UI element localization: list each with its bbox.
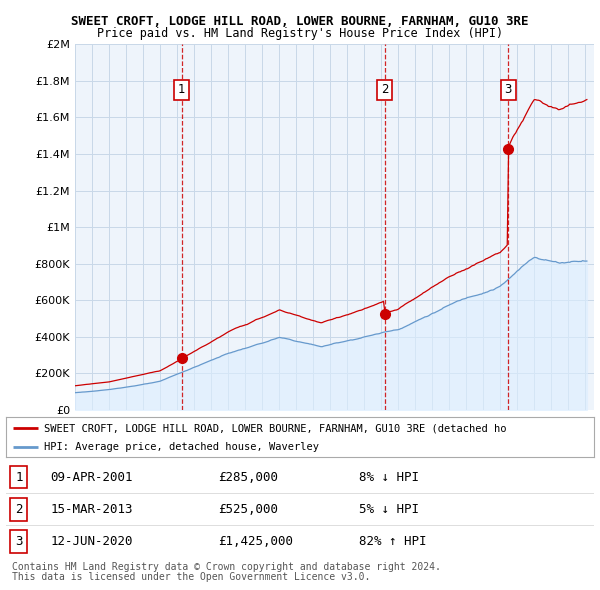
Text: 2: 2	[381, 83, 389, 97]
Text: £525,000: £525,000	[218, 503, 278, 516]
Text: 1: 1	[178, 83, 185, 97]
Text: £285,000: £285,000	[218, 471, 278, 484]
Text: 3: 3	[15, 535, 23, 548]
Text: This data is licensed under the Open Government Licence v3.0.: This data is licensed under the Open Gov…	[12, 572, 370, 582]
Text: 12-JUN-2020: 12-JUN-2020	[50, 535, 133, 548]
Text: 82% ↑ HPI: 82% ↑ HPI	[359, 535, 426, 548]
Text: 15-MAR-2013: 15-MAR-2013	[50, 503, 133, 516]
Text: SWEET CROFT, LODGE HILL ROAD, LOWER BOURNE, FARNHAM, GU10 3RE (detached ho: SWEET CROFT, LODGE HILL ROAD, LOWER BOUR…	[44, 424, 507, 434]
Text: 3: 3	[505, 83, 512, 97]
Text: SWEET CROFT, LODGE HILL ROAD, LOWER BOURNE, FARNHAM, GU10 3RE: SWEET CROFT, LODGE HILL ROAD, LOWER BOUR…	[71, 15, 529, 28]
Text: 09-APR-2001: 09-APR-2001	[50, 471, 133, 484]
Text: 1: 1	[15, 471, 23, 484]
Text: 5% ↓ HPI: 5% ↓ HPI	[359, 503, 419, 516]
Text: 8% ↓ HPI: 8% ↓ HPI	[359, 471, 419, 484]
Text: HPI: Average price, detached house, Waverley: HPI: Average price, detached house, Wave…	[44, 442, 319, 452]
Text: £1,425,000: £1,425,000	[218, 535, 293, 548]
Text: Price paid vs. HM Land Registry's House Price Index (HPI): Price paid vs. HM Land Registry's House …	[97, 27, 503, 40]
Text: 2: 2	[15, 503, 23, 516]
Text: Contains HM Land Registry data © Crown copyright and database right 2024.: Contains HM Land Registry data © Crown c…	[12, 562, 441, 572]
